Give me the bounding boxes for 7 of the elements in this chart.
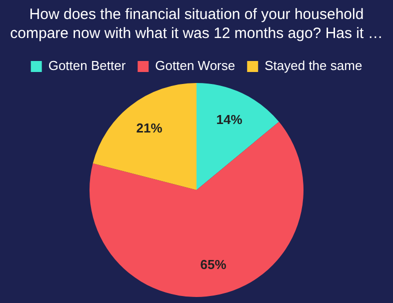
legend-label: Gotten Worse bbox=[155, 58, 236, 74]
chart-title: How does the financial situation of your household compare now with what it was 12 months ago? Has it … bbox=[10, 5, 383, 43]
data-label: 14% bbox=[216, 112, 243, 127]
legend-label: Stayed the same bbox=[264, 58, 362, 74]
data-label: 21% bbox=[136, 120, 163, 136]
data-label: 65% bbox=[200, 256, 227, 272]
legend-label: Gotten Better bbox=[48, 58, 126, 74]
